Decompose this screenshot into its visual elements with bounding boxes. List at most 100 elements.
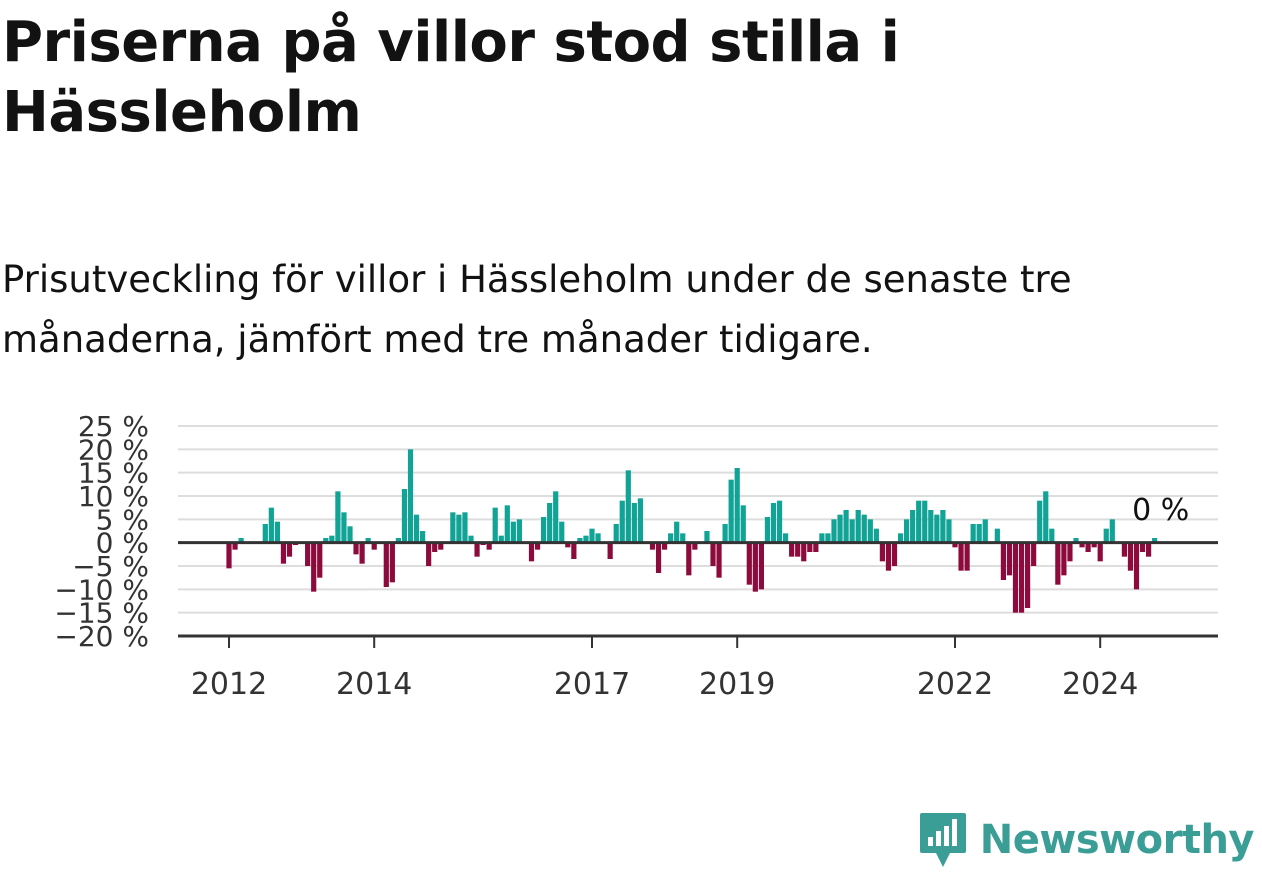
bar (746, 542, 752, 585)
bar (958, 542, 964, 571)
chart-title: Priserna på villor stod stilla i Hässleh… (2, 10, 900, 145)
bar (795, 542, 801, 557)
bar (528, 542, 535, 562)
bar (1012, 542, 1019, 613)
bar (692, 542, 698, 550)
bar (867, 519, 873, 543)
bar (789, 542, 795, 557)
bar (946, 519, 952, 543)
y-tick-label: 25 % (78, 410, 149, 443)
bar (952, 542, 958, 548)
bar (589, 528, 595, 543)
bar (565, 542, 571, 548)
gridlines (178, 425, 1218, 637)
y-tick-label: 20 % (78, 433, 149, 466)
axes (178, 541, 1218, 638)
bar (1091, 542, 1097, 548)
bar (462, 512, 468, 543)
bar (450, 512, 456, 543)
bar (359, 542, 365, 564)
bar (734, 468, 740, 543)
bar (329, 535, 335, 543)
bar (341, 512, 347, 543)
y-tick-label: −10 % (54, 573, 149, 606)
bar (964, 542, 970, 571)
bar (807, 542, 813, 552)
bar (625, 470, 631, 543)
bar (365, 538, 371, 543)
bar (274, 521, 280, 543)
bar (1097, 542, 1103, 562)
bar (1031, 542, 1037, 566)
bar (619, 500, 625, 543)
bar (831, 519, 837, 543)
bar (916, 500, 922, 543)
bar (323, 538, 329, 543)
bar (631, 503, 637, 543)
bar (534, 542, 541, 550)
bar (407, 449, 414, 543)
bar (389, 542, 395, 583)
bar (879, 542, 885, 562)
bar (262, 524, 268, 543)
bar (740, 505, 746, 543)
bar (305, 542, 311, 566)
bar (1146, 542, 1152, 557)
bar (873, 528, 879, 543)
bar (716, 542, 722, 578)
bar (401, 489, 408, 543)
bar (1085, 542, 1091, 552)
bar (347, 526, 353, 543)
bar (547, 503, 553, 543)
bar (861, 514, 867, 543)
bar (982, 519, 988, 543)
last-value-label: 0 % (1132, 493, 1189, 528)
y-tick-label: −15 % (54, 597, 149, 630)
bar (613, 524, 619, 543)
y-tick-label: −5 % (72, 550, 149, 583)
y-tick-label: 5 % (96, 503, 149, 536)
y-tick-label: 10 % (78, 480, 149, 513)
bar (686, 542, 692, 576)
bar (1073, 538, 1079, 543)
bar (752, 542, 758, 592)
bar (885, 542, 892, 571)
bar (607, 542, 613, 559)
bar (559, 521, 565, 543)
bar (1152, 538, 1158, 543)
bar (1055, 542, 1061, 585)
bar (837, 514, 843, 543)
bar (577, 538, 583, 543)
bar (317, 542, 323, 578)
brand-logo: Newsworthy (918, 811, 1255, 869)
bar (432, 542, 438, 552)
bar (492, 507, 498, 543)
bar (395, 538, 401, 543)
bar (668, 533, 674, 543)
bar (595, 533, 601, 543)
bar (1037, 500, 1043, 543)
bar (438, 542, 444, 550)
bar (1061, 542, 1067, 576)
bar (1079, 542, 1085, 548)
y-axis-ticks: 25 %20 %15 %10 %5 %0 %−5 %−10 %−15 %−20 … (54, 410, 149, 653)
bar (849, 519, 855, 543)
bar (637, 498, 643, 543)
bar (238, 538, 244, 543)
bar (268, 507, 274, 543)
bar (704, 531, 710, 543)
bar (904, 519, 910, 543)
bar (571, 542, 577, 559)
bar (474, 542, 480, 557)
chart-subtitle: Prisutveckling för villor i Hässleholm u… (2, 258, 1072, 361)
bar (976, 524, 982, 543)
y-tick-label: 0 % (96, 527, 149, 560)
newsworthy-logo-icon (919, 813, 966, 867)
bar (468, 535, 474, 543)
bar (1103, 528, 1109, 543)
bar (662, 542, 668, 550)
bar (383, 542, 389, 587)
bar (891, 542, 898, 566)
bar (280, 542, 287, 564)
bar (456, 514, 462, 543)
